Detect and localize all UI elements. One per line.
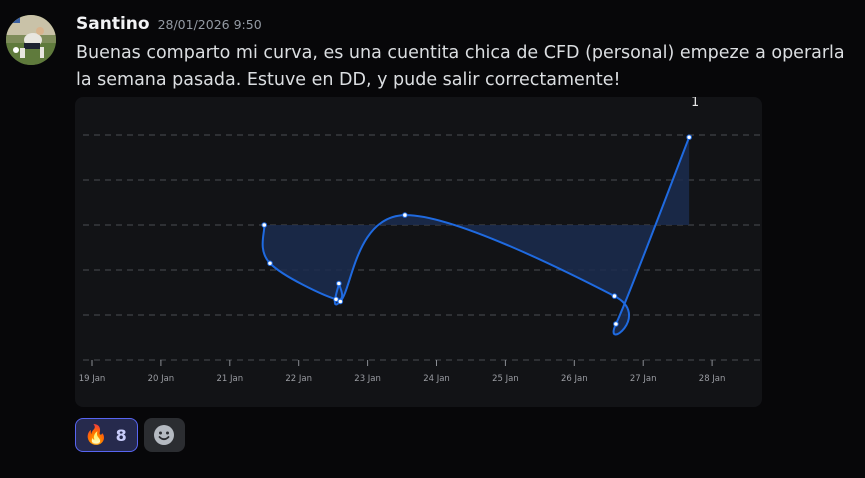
message-text: Buenas comparto mi curva, es una cuentit… — [76, 43, 845, 90]
smiley-icon — [154, 425, 175, 445]
x-tick-label: 28 Jan — [699, 374, 726, 384]
equity-curve-chart: 19 Jan 20 Jan 21 Jan 22 Jan 23 Jan 24 Jan 25 J… — [79, 97, 762, 384]
x-tick-label: 25 Jan — [492, 374, 519, 384]
x-tick-label: 24 Jan — [423, 374, 450, 384]
avatar-image — [6, 15, 56, 65]
add-reaction-button[interactable] — [143, 418, 185, 452]
fire-emoji-icon: 🔥 — [84, 423, 108, 446]
x-tick-label: 23 Jan — [354, 374, 381, 384]
data-point — [611, 293, 618, 299]
x-tick-label: 22 Jan — [285, 374, 312, 384]
x-tick-label: 21 Jan — [216, 374, 243, 384]
data-point — [402, 212, 408, 218]
reaction-bar: 🔥 8 — [75, 418, 185, 452]
message-timestamp: 28/01/2026 9:50 — [157, 17, 262, 32]
fire-reaction-button[interactable]: 🔥 8 — [75, 418, 138, 452]
data-point — [267, 260, 273, 267]
x-tick-label: 26 Jan — [561, 374, 588, 384]
data-point — [686, 134, 692, 141]
username[interactable]: Santino — [76, 14, 150, 34]
data-point — [337, 298, 344, 305]
reaction-count: 8 — [115, 425, 127, 445]
data-point — [336, 280, 342, 287]
image-attachment[interactable]: 19 Jan 20 Jan 21 Jan 22 Jan 23 Jan 24 Jan 25 J… — [75, 97, 762, 407]
chart-corner-label: 1 — [691, 97, 699, 110]
x-tick-label: 20 Jan — [148, 374, 175, 384]
data-point — [613, 321, 619, 327]
data-point — [333, 296, 339, 303]
user-avatar[interactable] — [6, 15, 56, 65]
data-point — [261, 222, 268, 228]
x-tick-label: 19 Jan — [79, 374, 106, 384]
equity-area-fill — [262, 137, 690, 335]
x-tick-label: 27 Jan — [630, 374, 657, 384]
message-header: Santino 28/01/2026 9:50 — [76, 14, 262, 38]
